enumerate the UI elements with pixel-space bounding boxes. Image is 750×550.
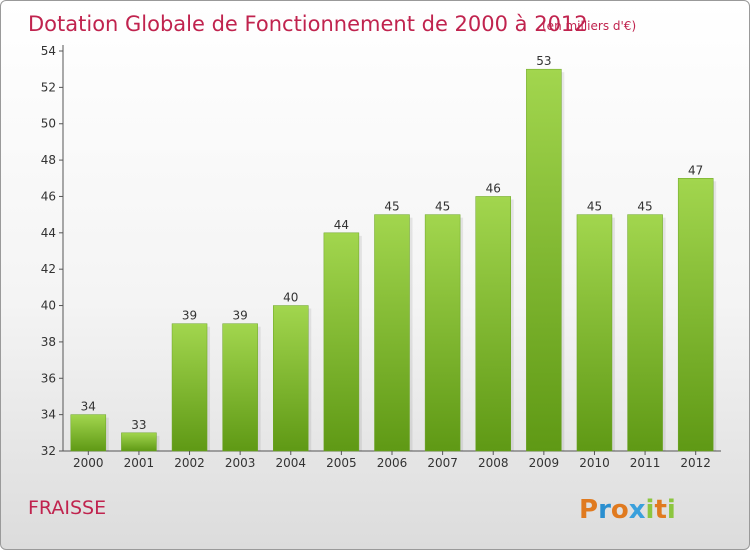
- bar-value-label: 53: [536, 54, 551, 68]
- bar-value-label: 39: [233, 309, 248, 323]
- bar-value-label: 40: [283, 291, 298, 305]
- bar-value-label: 44: [334, 218, 349, 232]
- bar: [273, 305, 309, 452]
- bar-value-label: 45: [587, 200, 602, 214]
- y-tick-label: 44: [41, 226, 56, 240]
- bar-value-label: 46: [486, 181, 501, 195]
- bars: 34 33 39 39 40 44 45 45 46 53 45 45 47: [70, 54, 717, 452]
- bar-value-label: 45: [384, 200, 399, 214]
- x-axis: 2000 2001 2002 2003 2004 2005 2006 2007 2008 2009…: [73, 451, 711, 470]
- y-tick-label: 48: [41, 153, 56, 167]
- logo-letter: t: [654, 495, 666, 525]
- y-tick-label: 50: [41, 117, 56, 131]
- x-tick-label: 2000: [73, 456, 104, 470]
- y-tick-label: 46: [41, 189, 56, 203]
- bar-value-label: 45: [637, 200, 652, 214]
- bar: [323, 232, 360, 452]
- chart-subtitle: (en milliers d'€): [542, 19, 636, 33]
- x-tick-label: 2011: [630, 456, 661, 470]
- logo-letter: i: [667, 495, 676, 525]
- bar-value-label: 39: [182, 309, 197, 323]
- bar: [677, 178, 714, 452]
- y-tick-label: 52: [41, 80, 56, 94]
- bar: [222, 323, 258, 452]
- logo-letter: P: [579, 495, 598, 525]
- x-tick-label: 2007: [427, 456, 458, 470]
- bar: [171, 323, 208, 452]
- y-tick-label: 38: [41, 335, 56, 349]
- x-tick-label: 2006: [377, 456, 408, 470]
- bar: [576, 214, 613, 452]
- x-tick-label: 2012: [680, 456, 711, 470]
- proxiti-logo: Proxiti: [579, 495, 676, 525]
- logo-letter: o: [611, 495, 629, 525]
- x-tick-label: 2008: [478, 456, 509, 470]
- bar: [70, 414, 107, 452]
- bar-value-label: 34: [81, 400, 96, 414]
- x-tick-label: 2004: [275, 456, 306, 470]
- x-tick-label: 2002: [174, 456, 205, 470]
- logo-letter: r: [598, 495, 611, 525]
- x-tick-label: 2005: [326, 456, 357, 470]
- x-tick-label: 2010: [579, 456, 610, 470]
- y-tick-label: 34: [41, 408, 56, 422]
- bar-value-label: 45: [435, 200, 450, 214]
- y-tick-label: 54: [41, 44, 56, 58]
- bar-value-label: 33: [131, 418, 146, 432]
- x-tick-label: 2001: [124, 456, 155, 470]
- bar-value-label: 47: [688, 163, 703, 177]
- bar: [475, 196, 511, 452]
- chart-title: Dotation Globale de Fonctionnement de 20…: [28, 12, 588, 36]
- bar: [526, 68, 562, 452]
- x-tick-label: 2003: [225, 456, 256, 470]
- bar: [627, 214, 663, 452]
- bar: [424, 214, 461, 452]
- y-tick-label: 42: [41, 262, 56, 276]
- commune-name: FRAISSE: [28, 497, 106, 519]
- x-tick-label: 2009: [529, 456, 560, 470]
- bar: [374, 214, 410, 452]
- bar: [121, 432, 157, 452]
- y-tick-label: 36: [41, 371, 56, 385]
- logo-letter: i: [646, 495, 655, 525]
- logo-letter: x: [629, 495, 646, 525]
- y-tick-label: 40: [41, 299, 56, 313]
- y-tick-label: 32: [41, 444, 56, 458]
